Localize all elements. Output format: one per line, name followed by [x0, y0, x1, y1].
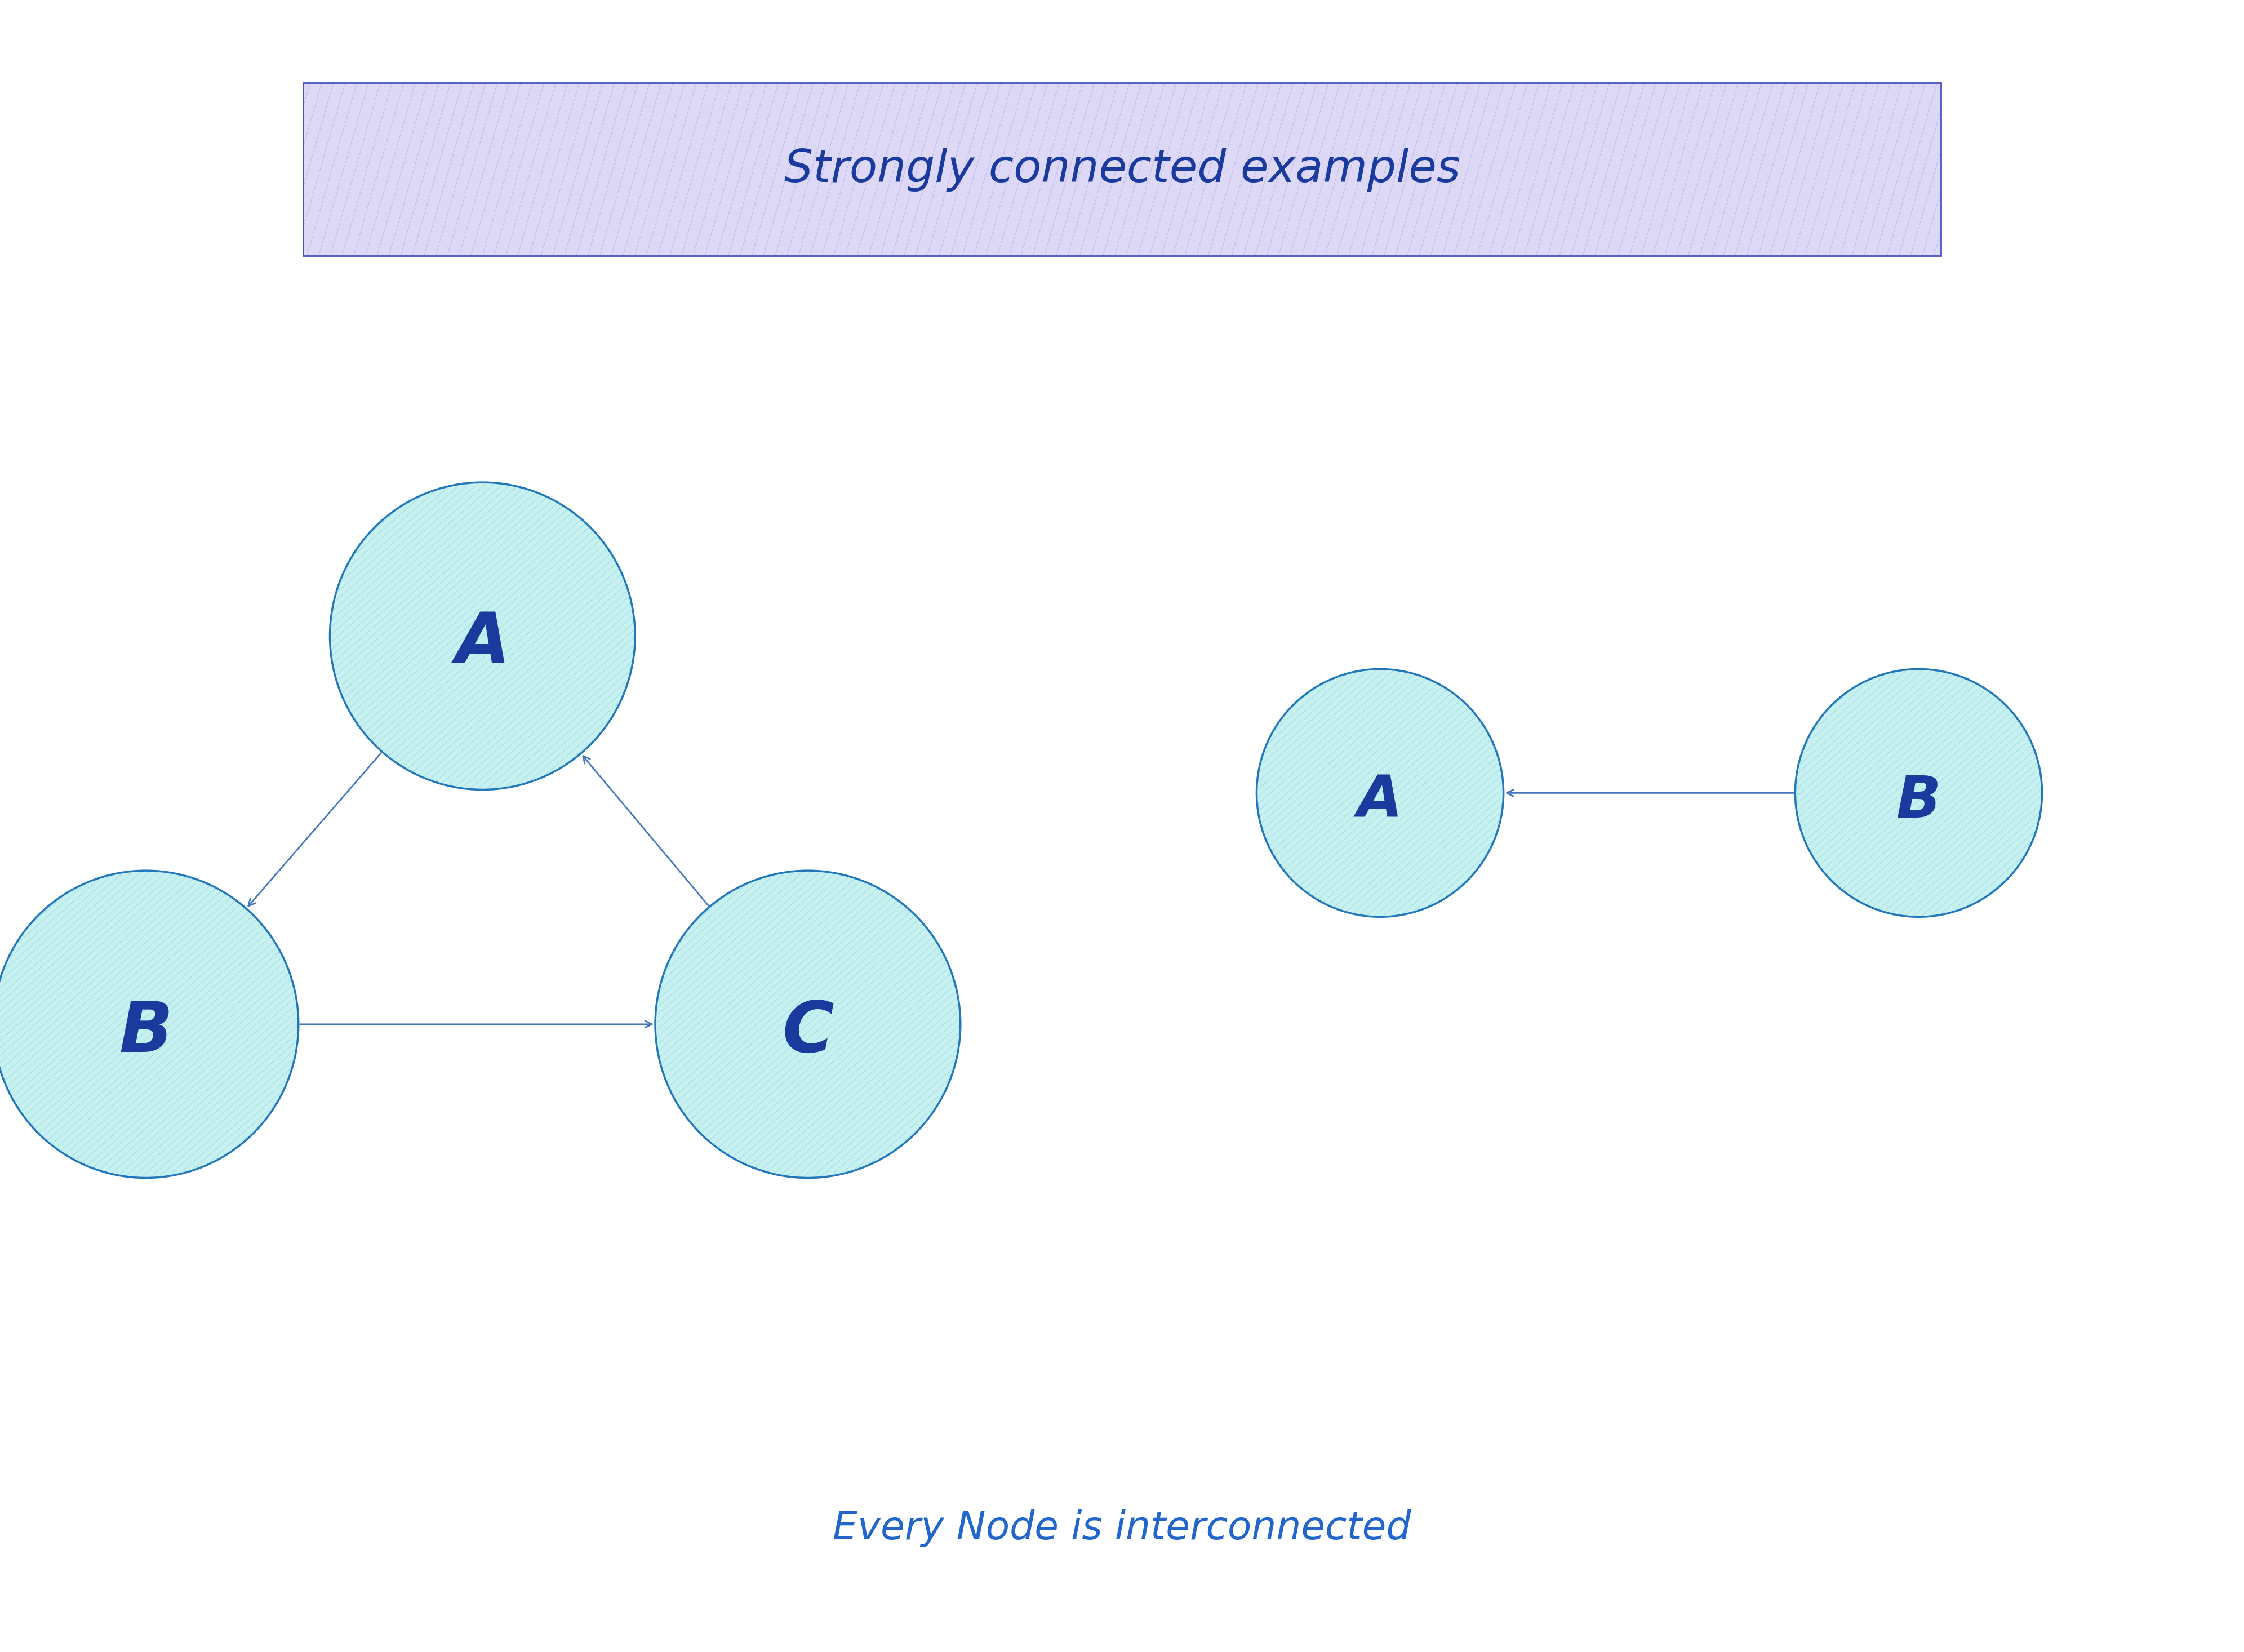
Text: A: A	[456, 610, 509, 679]
Text: A: A	[1358, 773, 1402, 829]
Text: Every Node is interconnected: Every Node is interconnected	[833, 1510, 1411, 1546]
Ellipse shape	[1257, 669, 1503, 917]
Bar	[303, 83, 1941, 256]
Ellipse shape	[330, 482, 635, 790]
Ellipse shape	[0, 871, 298, 1178]
Ellipse shape	[655, 871, 960, 1178]
Ellipse shape	[1795, 669, 2042, 917]
Bar	[303, 83, 1941, 256]
Text: Strongly connected examples: Strongly connected examples	[783, 147, 1461, 192]
Text: B: B	[1896, 773, 1941, 829]
Text: C: C	[781, 998, 835, 1067]
Text: B: B	[119, 998, 173, 1067]
